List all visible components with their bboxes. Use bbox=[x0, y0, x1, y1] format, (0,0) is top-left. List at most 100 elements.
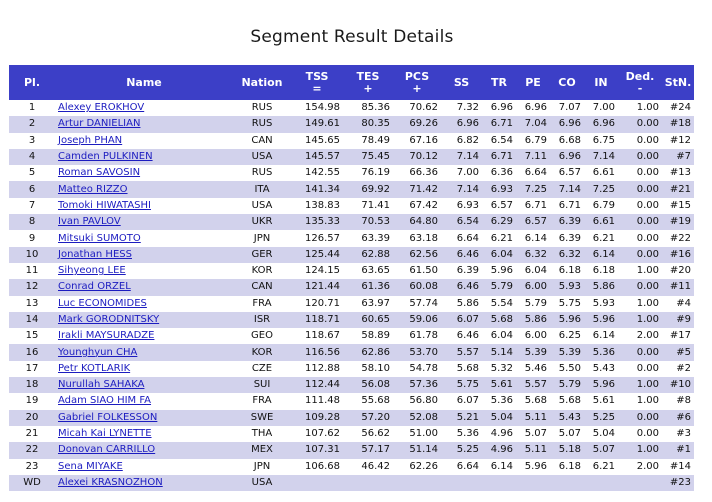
tes-cell: 46.42 bbox=[361, 460, 390, 472]
tes-cell: 85.36 bbox=[361, 102, 390, 114]
skater-name-link[interactable]: Adam SIAO HIM FA bbox=[58, 395, 152, 407]
placement-cell: 18 bbox=[25, 379, 39, 391]
tss-cell: 141.34 bbox=[305, 183, 340, 195]
ss-cell: 7.32 bbox=[456, 102, 479, 114]
table-row: 14 Mark GORODNITSKY ISR 118.71 60.65 59.06 6.0… bbox=[9, 311, 694, 329]
col-header-tss-operator: = bbox=[312, 81, 322, 95]
skater-name-link[interactable]: Irakli MAYSURADZE bbox=[58, 330, 155, 342]
col-header-stn[interactable]: StN. bbox=[662, 65, 694, 100]
skater-name-link[interactable]: Younghyun CHA bbox=[58, 346, 138, 358]
ss-cell: 6.54 bbox=[456, 216, 479, 228]
pe-cell: 7.11 bbox=[524, 151, 547, 163]
ss-cell: 6.46 bbox=[456, 281, 479, 293]
page-title: Segment Result Details bbox=[250, 27, 454, 47]
skater-name-link[interactable]: Camden PULKINEN bbox=[58, 151, 153, 163]
in-cell: 6.96 bbox=[592, 118, 615, 130]
pcs-cell: 52.08 bbox=[409, 411, 438, 423]
col-header-name[interactable]: Name bbox=[55, 65, 233, 100]
pcs-cell: 64.80 bbox=[409, 216, 438, 228]
skater-name-link[interactable]: Petr KOTLARIK bbox=[58, 362, 131, 374]
col-header-nation[interactable]: Nation bbox=[233, 65, 291, 100]
placement-cell: 23 bbox=[25, 460, 39, 472]
tr-cell: 5.79 bbox=[490, 281, 513, 293]
nation-cell: UKR bbox=[251, 216, 273, 228]
col-header-tss[interactable]: TSS = bbox=[291, 65, 343, 100]
in-cell bbox=[584, 475, 618, 491]
pcs-cell: 53.70 bbox=[409, 346, 438, 358]
nation-cell: ISR bbox=[253, 314, 271, 325]
col-header-pe[interactable]: PE bbox=[516, 65, 550, 100]
pe-cell: 6.32 bbox=[524, 248, 547, 260]
tss-cell: 116.56 bbox=[305, 346, 340, 358]
skater-name-link[interactable]: Joseph PHAN bbox=[58, 134, 123, 146]
skater-name-link[interactable]: Sihyeong LEE bbox=[58, 265, 126, 277]
nation-cell: RUS bbox=[251, 118, 273, 130]
skater-name-cell: Conrad ORZEL bbox=[55, 279, 233, 295]
co-cell: 6.68 bbox=[558, 134, 581, 146]
start-number-cell: #5 bbox=[676, 346, 691, 358]
start-number-cell: #19 bbox=[669, 216, 691, 228]
skater-name-link[interactable]: Roman SAVOSIN bbox=[58, 167, 141, 179]
deduction-cell: 0.00 bbox=[636, 134, 659, 146]
in-cell: 5.07 bbox=[592, 444, 615, 456]
nation-cell: RUS bbox=[251, 102, 273, 114]
ss-cell: 7.14 bbox=[456, 183, 479, 195]
tss-cell: 118.71 bbox=[305, 314, 340, 325]
skater-name-cell: Ivan PAVLOV bbox=[55, 214, 233, 230]
co-cell: 6.57 bbox=[558, 167, 581, 179]
skater-name-link[interactable]: Nurullah SAHAKA bbox=[58, 379, 145, 391]
nation-cell: GEO bbox=[251, 330, 273, 342]
pe-cell: 6.64 bbox=[524, 167, 547, 179]
skater-name-link[interactable]: Jonathan HESS bbox=[58, 248, 132, 260]
skater-name-link[interactable]: Alexey EROKHOV bbox=[58, 102, 145, 114]
tss-cell: 121.44 bbox=[305, 281, 340, 293]
nation-cell: THA bbox=[251, 428, 273, 440]
tr-cell: 6.29 bbox=[490, 216, 513, 228]
tr-cell: 5.54 bbox=[490, 297, 513, 309]
col-header-in[interactable]: IN bbox=[584, 65, 618, 100]
ss-cell: 6.46 bbox=[456, 248, 479, 260]
skater-name-link[interactable]: Gabriel FOLKESSON bbox=[58, 411, 158, 423]
col-header-tr[interactable]: TR bbox=[482, 65, 516, 100]
skater-name-link[interactable]: Micah Kai LYNETTE bbox=[58, 428, 152, 440]
table-row: 16 Younghyun CHA KOR 116.56 62.86 53.70 5.57 5.… bbox=[9, 344, 694, 361]
deduction-cell: 0.00 bbox=[636, 232, 659, 244]
col-header-ss[interactable]: SS bbox=[441, 65, 482, 100]
col-header-ded[interactable]: Ded. - bbox=[618, 65, 662, 100]
skater-name-link[interactable]: Conrad ORZEL bbox=[58, 281, 131, 293]
pcs-cell: 57.36 bbox=[409, 379, 438, 391]
skater-name-link[interactable]: Matteo RIZZO bbox=[58, 183, 128, 195]
skater-name-link[interactable]: Tomoki HIWATASHI bbox=[58, 199, 151, 211]
placement-cell: WD bbox=[23, 476, 41, 488]
nation-cell: SUI bbox=[253, 379, 271, 391]
col-header-pcs[interactable]: PCS + bbox=[393, 65, 441, 100]
start-number-cell: #4 bbox=[676, 297, 691, 309]
nation-cell: KOR bbox=[251, 346, 273, 358]
co-cell: 7.14 bbox=[558, 183, 581, 195]
in-cell: 5.04 bbox=[592, 428, 615, 440]
skater-name-link[interactable]: Sena MIYAKE bbox=[58, 460, 123, 472]
skater-name-link[interactable]: Donovan CARRILLO bbox=[58, 444, 156, 456]
placement-cell: 9 bbox=[28, 232, 36, 244]
tss-cell: 138.83 bbox=[305, 199, 340, 211]
pcs-cell: 70.12 bbox=[409, 151, 438, 163]
col-header-tes[interactable]: TES + bbox=[343, 65, 393, 100]
tss-cell: 111.48 bbox=[305, 395, 340, 407]
skater-name-link[interactable]: Artur DANIELIAN bbox=[58, 118, 141, 130]
deduction-cell: 0.00 bbox=[636, 248, 659, 260]
co-cell bbox=[550, 475, 584, 491]
skater-name-cell: Alexei KRASNOZHON bbox=[55, 475, 233, 491]
start-number-cell: #13 bbox=[669, 167, 691, 179]
col-header-pl[interactable]: Pl. bbox=[9, 65, 55, 100]
pcs-cell: 57.74 bbox=[409, 297, 438, 309]
skater-name-link[interactable]: Ivan PAVLOV bbox=[58, 216, 121, 228]
col-header-co[interactable]: CO bbox=[550, 65, 584, 100]
skater-name-link[interactable]: Luc ECONOMIDES bbox=[58, 297, 147, 309]
skater-name-link[interactable]: Mitsuki SUMOTO bbox=[58, 232, 141, 244]
skater-name-link[interactable]: Mark GORODNITSKY bbox=[58, 314, 160, 325]
pcs-cell: 61.50 bbox=[409, 265, 438, 277]
skater-name-link[interactable]: Alexei KRASNOZHON bbox=[58, 476, 163, 488]
pe-cell: 5.86 bbox=[524, 314, 547, 325]
deduction-cell: 0.00 bbox=[636, 281, 659, 293]
tr-cell: 4.96 bbox=[490, 444, 513, 456]
